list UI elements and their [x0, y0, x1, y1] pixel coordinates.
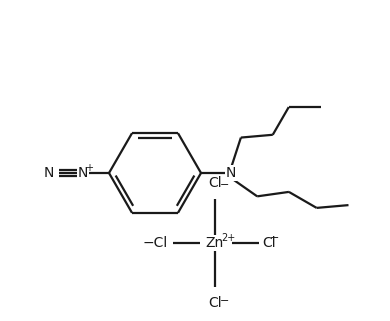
Text: −: −	[220, 296, 230, 306]
Text: Cl: Cl	[208, 296, 222, 310]
Text: −: −	[220, 180, 230, 190]
Text: Zn: Zn	[206, 236, 224, 250]
Text: +: +	[85, 163, 93, 173]
Text: N: N	[44, 166, 54, 180]
Text: Cl: Cl	[262, 236, 276, 250]
Text: −: −	[270, 233, 280, 243]
Text: N: N	[78, 166, 88, 180]
Text: −Cl: −Cl	[143, 236, 168, 250]
Text: Cl: Cl	[208, 176, 222, 190]
Text: N: N	[226, 166, 236, 180]
Text: 2+: 2+	[221, 233, 235, 243]
